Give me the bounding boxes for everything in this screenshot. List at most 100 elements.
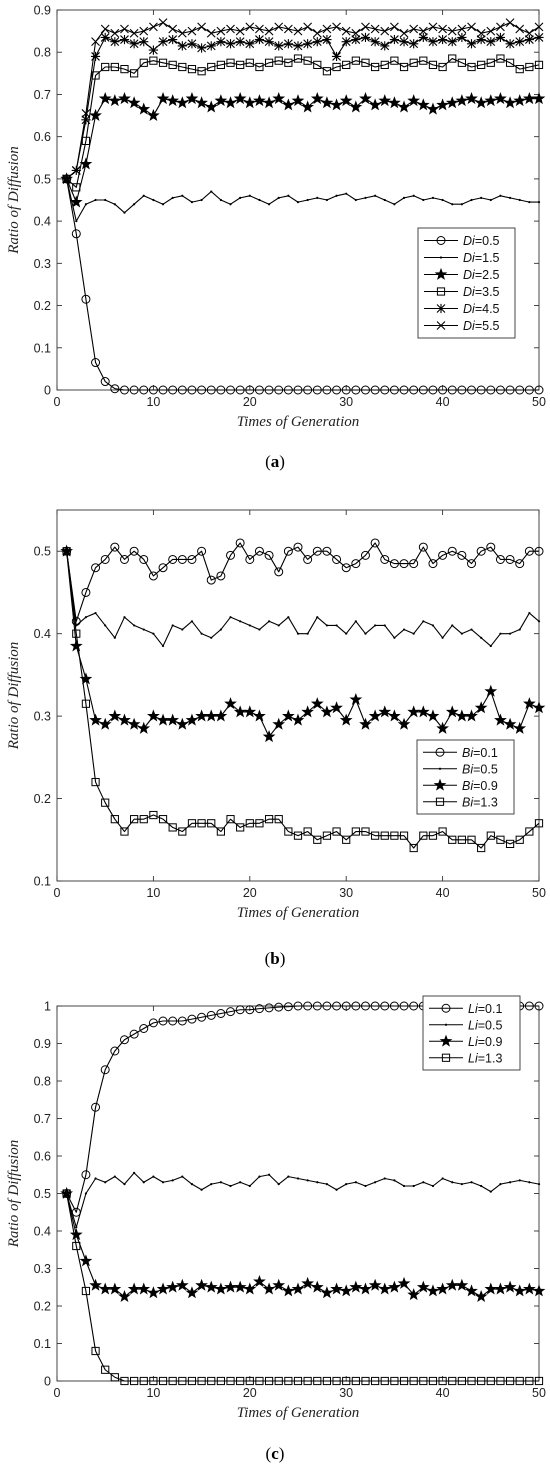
data-point bbox=[148, 385, 158, 395]
data-point bbox=[62, 174, 72, 184]
data-point bbox=[195, 1278, 208, 1291]
data-point bbox=[409, 1001, 419, 1011]
data-point bbox=[239, 1181, 242, 1184]
data-point bbox=[81, 587, 91, 597]
data-point bbox=[127, 717, 141, 730]
data-point bbox=[418, 26, 428, 36]
data-point bbox=[296, 632, 300, 635]
series-4 bbox=[62, 32, 544, 184]
data-point bbox=[147, 108, 160, 121]
data-point bbox=[267, 1173, 271, 1176]
data-point bbox=[313, 835, 322, 844]
data-point bbox=[94, 611, 97, 615]
data-point bbox=[368, 98, 382, 111]
data-point bbox=[426, 1284, 440, 1297]
data-point bbox=[91, 358, 101, 368]
data-point bbox=[534, 385, 544, 395]
data-point bbox=[428, 60, 438, 69]
data-point bbox=[354, 620, 357, 623]
data-point bbox=[438, 62, 447, 72]
data-point bbox=[229, 1184, 232, 1188]
y-tick-label: 0.3 bbox=[34, 710, 51, 724]
data-point bbox=[332, 1376, 341, 1386]
data-point bbox=[505, 18, 515, 28]
data-point bbox=[438, 34, 448, 45]
data-point bbox=[409, 1376, 418, 1386]
series-1 bbox=[65, 550, 541, 648]
data-point bbox=[108, 94, 122, 107]
data-point bbox=[255, 24, 264, 34]
data-point bbox=[313, 60, 322, 69]
legend-marker bbox=[436, 321, 446, 330]
data-point bbox=[364, 1184, 367, 1188]
data-point bbox=[426, 102, 440, 115]
data-point bbox=[236, 823, 245, 832]
data-point bbox=[534, 819, 544, 828]
data-point bbox=[175, 717, 189, 730]
y-tick-label: 0.9 bbox=[34, 4, 51, 18]
data-point bbox=[525, 1376, 534, 1386]
data-point bbox=[361, 1376, 370, 1386]
y-tick-label: 0.3 bbox=[34, 1262, 51, 1276]
data-point bbox=[245, 385, 255, 395]
data-point bbox=[248, 194, 251, 197]
data-point bbox=[204, 1280, 218, 1293]
data-point bbox=[528, 611, 531, 615]
data-point bbox=[81, 699, 91, 708]
data-point bbox=[142, 194, 145, 197]
data-point bbox=[264, 385, 274, 395]
legend-marker bbox=[434, 267, 448, 280]
y-tick-label: 0.5 bbox=[34, 1187, 51, 1201]
data-point bbox=[243, 1282, 257, 1295]
data-point bbox=[177, 1016, 187, 1026]
data-point bbox=[397, 717, 411, 730]
data-point bbox=[166, 94, 180, 107]
data-point bbox=[428, 22, 438, 32]
data-point bbox=[419, 56, 428, 65]
data-point bbox=[91, 777, 100, 787]
data-point bbox=[390, 1376, 399, 1386]
x-tick-label: 50 bbox=[532, 395, 546, 409]
legend: Bi=0.1 Bi=0.5 Bi=0.9 Bi=1.3 bbox=[416, 739, 515, 815]
data-point bbox=[537, 1183, 541, 1186]
data-point bbox=[253, 709, 266, 722]
data-point bbox=[313, 1376, 322, 1386]
data-point bbox=[476, 385, 486, 395]
legend-marker bbox=[435, 797, 445, 806]
data-point bbox=[393, 636, 396, 639]
data-point bbox=[206, 28, 216, 38]
data-point bbox=[306, 632, 309, 635]
data-point bbox=[349, 100, 363, 113]
data-point bbox=[374, 194, 377, 197]
data-point bbox=[197, 43, 207, 53]
data-point bbox=[264, 815, 274, 824]
legend-label: Di=5.5 bbox=[463, 319, 500, 333]
data-point bbox=[274, 56, 283, 65]
x-tick-label: 10 bbox=[146, 395, 160, 409]
data-point bbox=[484, 684, 498, 697]
data-point bbox=[380, 1376, 389, 1386]
data-point bbox=[448, 54, 457, 63]
data-point bbox=[187, 819, 197, 828]
data-point bbox=[110, 1373, 119, 1382]
data-point bbox=[388, 96, 401, 109]
series-line bbox=[66, 1193, 540, 1298]
data-point bbox=[139, 26, 149, 36]
data-point bbox=[518, 628, 521, 631]
data-point bbox=[152, 632, 155, 635]
data-point bbox=[494, 1282, 507, 1295]
data-point bbox=[264, 1376, 274, 1386]
data-point bbox=[100, 32, 110, 43]
data-point bbox=[110, 815, 119, 824]
data-point bbox=[94, 1177, 97, 1180]
data-point bbox=[303, 1001, 313, 1011]
data-point bbox=[175, 96, 189, 109]
data-point bbox=[467, 385, 477, 395]
data-point bbox=[474, 701, 488, 714]
data-point bbox=[123, 211, 126, 214]
data-point bbox=[370, 37, 380, 47]
legend-label: Bi=1.3 bbox=[462, 795, 498, 809]
series-line bbox=[66, 36, 540, 180]
data-point bbox=[177, 41, 187, 51]
data-point bbox=[524, 28, 534, 38]
